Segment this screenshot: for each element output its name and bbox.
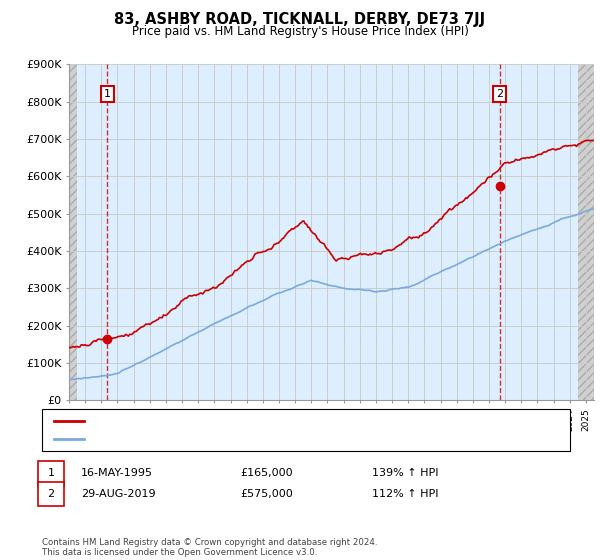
Text: 16-MAY-1995: 16-MAY-1995: [81, 468, 153, 478]
Text: £575,000: £575,000: [240, 489, 293, 499]
Text: 2: 2: [47, 489, 55, 499]
Bar: [578, 64, 594, 400]
Text: HPI: Average price, detached house, South Derbyshire: HPI: Average price, detached house, Sout…: [90, 434, 361, 444]
Text: 139% ↑ HPI: 139% ↑ HPI: [372, 468, 439, 478]
Text: £165,000: £165,000: [240, 468, 293, 478]
Text: 112% ↑ HPI: 112% ↑ HPI: [372, 489, 439, 499]
Text: 83, ASHBY ROAD, TICKNALL, DERBY, DE73 7JJ (detached house): 83, ASHBY ROAD, TICKNALL, DERBY, DE73 7J…: [90, 416, 407, 426]
Bar: [69, 64, 77, 400]
Text: 83, ASHBY ROAD, TICKNALL, DERBY, DE73 7JJ: 83, ASHBY ROAD, TICKNALL, DERBY, DE73 7J…: [115, 12, 485, 27]
Text: 1: 1: [47, 468, 55, 478]
Text: 2: 2: [496, 89, 503, 99]
Text: 29-AUG-2019: 29-AUG-2019: [81, 489, 155, 499]
Text: Price paid vs. HM Land Registry's House Price Index (HPI): Price paid vs. HM Land Registry's House …: [131, 25, 469, 38]
Text: Contains HM Land Registry data © Crown copyright and database right 2024.
This d: Contains HM Land Registry data © Crown c…: [42, 538, 377, 557]
Text: 1: 1: [104, 89, 111, 99]
